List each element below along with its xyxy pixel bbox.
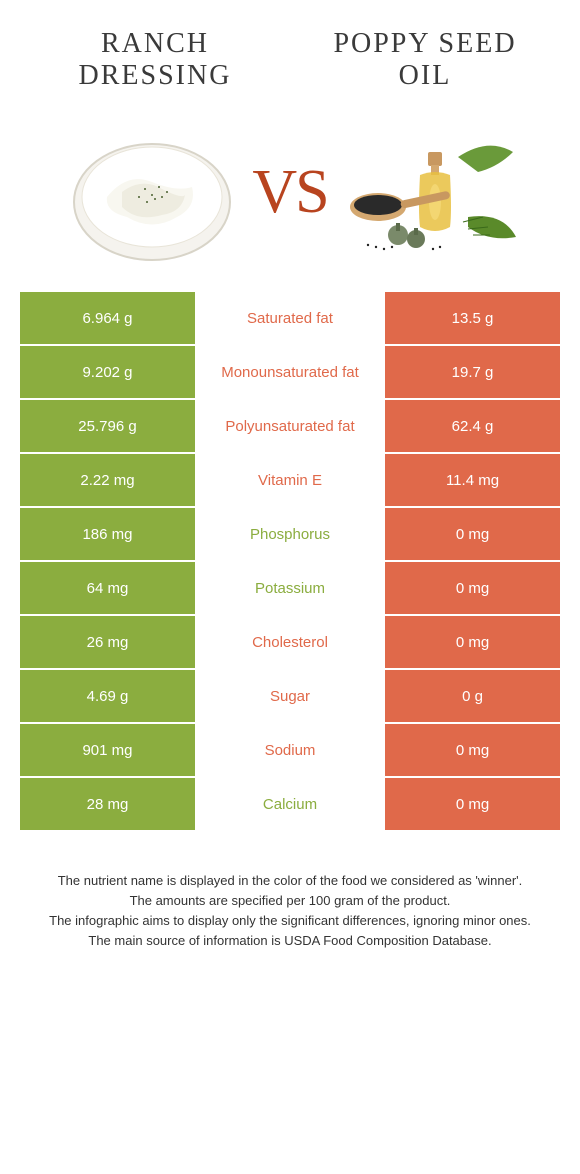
right-value-cell: 0 g (385, 670, 560, 722)
right-value-cell: 0 mg (385, 724, 560, 776)
right-value-cell: 19.7 g (385, 346, 560, 398)
footnotes: The nutrient name is displayed in the co… (0, 832, 580, 950)
nutrient-label-cell: Saturated fat (195, 292, 385, 344)
left-value-cell: 186 mg (20, 508, 195, 560)
footnote-line: The nutrient name is displayed in the co… (30, 872, 550, 891)
left-value-cell: 64 mg (20, 562, 195, 614)
nutrient-label-cell: Polyunsaturated fat (195, 400, 385, 452)
nutrient-label-cell: Monounsaturated fat (195, 346, 385, 398)
right-value-cell: 62.4 g (385, 400, 560, 452)
right-value-cell: 0 mg (385, 616, 560, 668)
right-value-cell: 0 mg (385, 508, 560, 560)
table-row: 28 mgCalcium0 mg (20, 778, 560, 830)
right-food-title: POPPY SEED OIL (310, 28, 540, 92)
left-value-cell: 6.964 g (20, 292, 195, 344)
left-value-cell: 901 mg (20, 724, 195, 776)
left-value-cell: 26 mg (20, 616, 195, 668)
right-value-cell: 11.4 mg (385, 454, 560, 506)
ranch-dressing-image (62, 112, 242, 272)
poppy-seed-oil-image (338, 112, 518, 272)
footnote-line: The main source of information is USDA F… (30, 932, 550, 951)
nutrient-label-cell: Calcium (195, 778, 385, 830)
left-value-cell: 4.69 g (20, 670, 195, 722)
nutrient-label-cell: Sugar (195, 670, 385, 722)
comparison-table: 6.964 gSaturated fat13.5 g9.202 gMonouns… (20, 292, 560, 830)
images-row: VS (0, 102, 580, 292)
nutrient-label-cell: Sodium (195, 724, 385, 776)
nutrient-label-cell: Cholesterol (195, 616, 385, 668)
table-row: 9.202 gMonounsaturated fat19.7 g (20, 346, 560, 398)
header: RANCH DRESSING POPPY SEED OIL (0, 0, 580, 102)
footnote-line: The amounts are specified per 100 gram o… (30, 892, 550, 911)
vs-label: VS (252, 157, 327, 228)
table-row: 6.964 gSaturated fat13.5 g (20, 292, 560, 344)
left-value-cell: 9.202 g (20, 346, 195, 398)
left-food-title: RANCH DRESSING (40, 28, 270, 92)
table-row: 64 mgPotassium0 mg (20, 562, 560, 614)
table-row: 901 mgSodium0 mg (20, 724, 560, 776)
table-row: 26 mgCholesterol0 mg (20, 616, 560, 668)
table-row: 186 mgPhosphorus0 mg (20, 508, 560, 560)
nutrient-label-cell: Phosphorus (195, 508, 385, 560)
table-row: 25.796 gPolyunsaturated fat62.4 g (20, 400, 560, 452)
nutrient-label-cell: Vitamin E (195, 454, 385, 506)
table-row: 4.69 gSugar0 g (20, 670, 560, 722)
left-value-cell: 2.22 mg (20, 454, 195, 506)
table-row: 2.22 mgVitamin E11.4 mg (20, 454, 560, 506)
nutrient-label-cell: Potassium (195, 562, 385, 614)
right-value-cell: 0 mg (385, 562, 560, 614)
left-value-cell: 25.796 g (20, 400, 195, 452)
left-value-cell: 28 mg (20, 778, 195, 830)
right-value-cell: 0 mg (385, 778, 560, 830)
footnote-line: The infographic aims to display only the… (30, 912, 550, 931)
right-value-cell: 13.5 g (385, 292, 560, 344)
